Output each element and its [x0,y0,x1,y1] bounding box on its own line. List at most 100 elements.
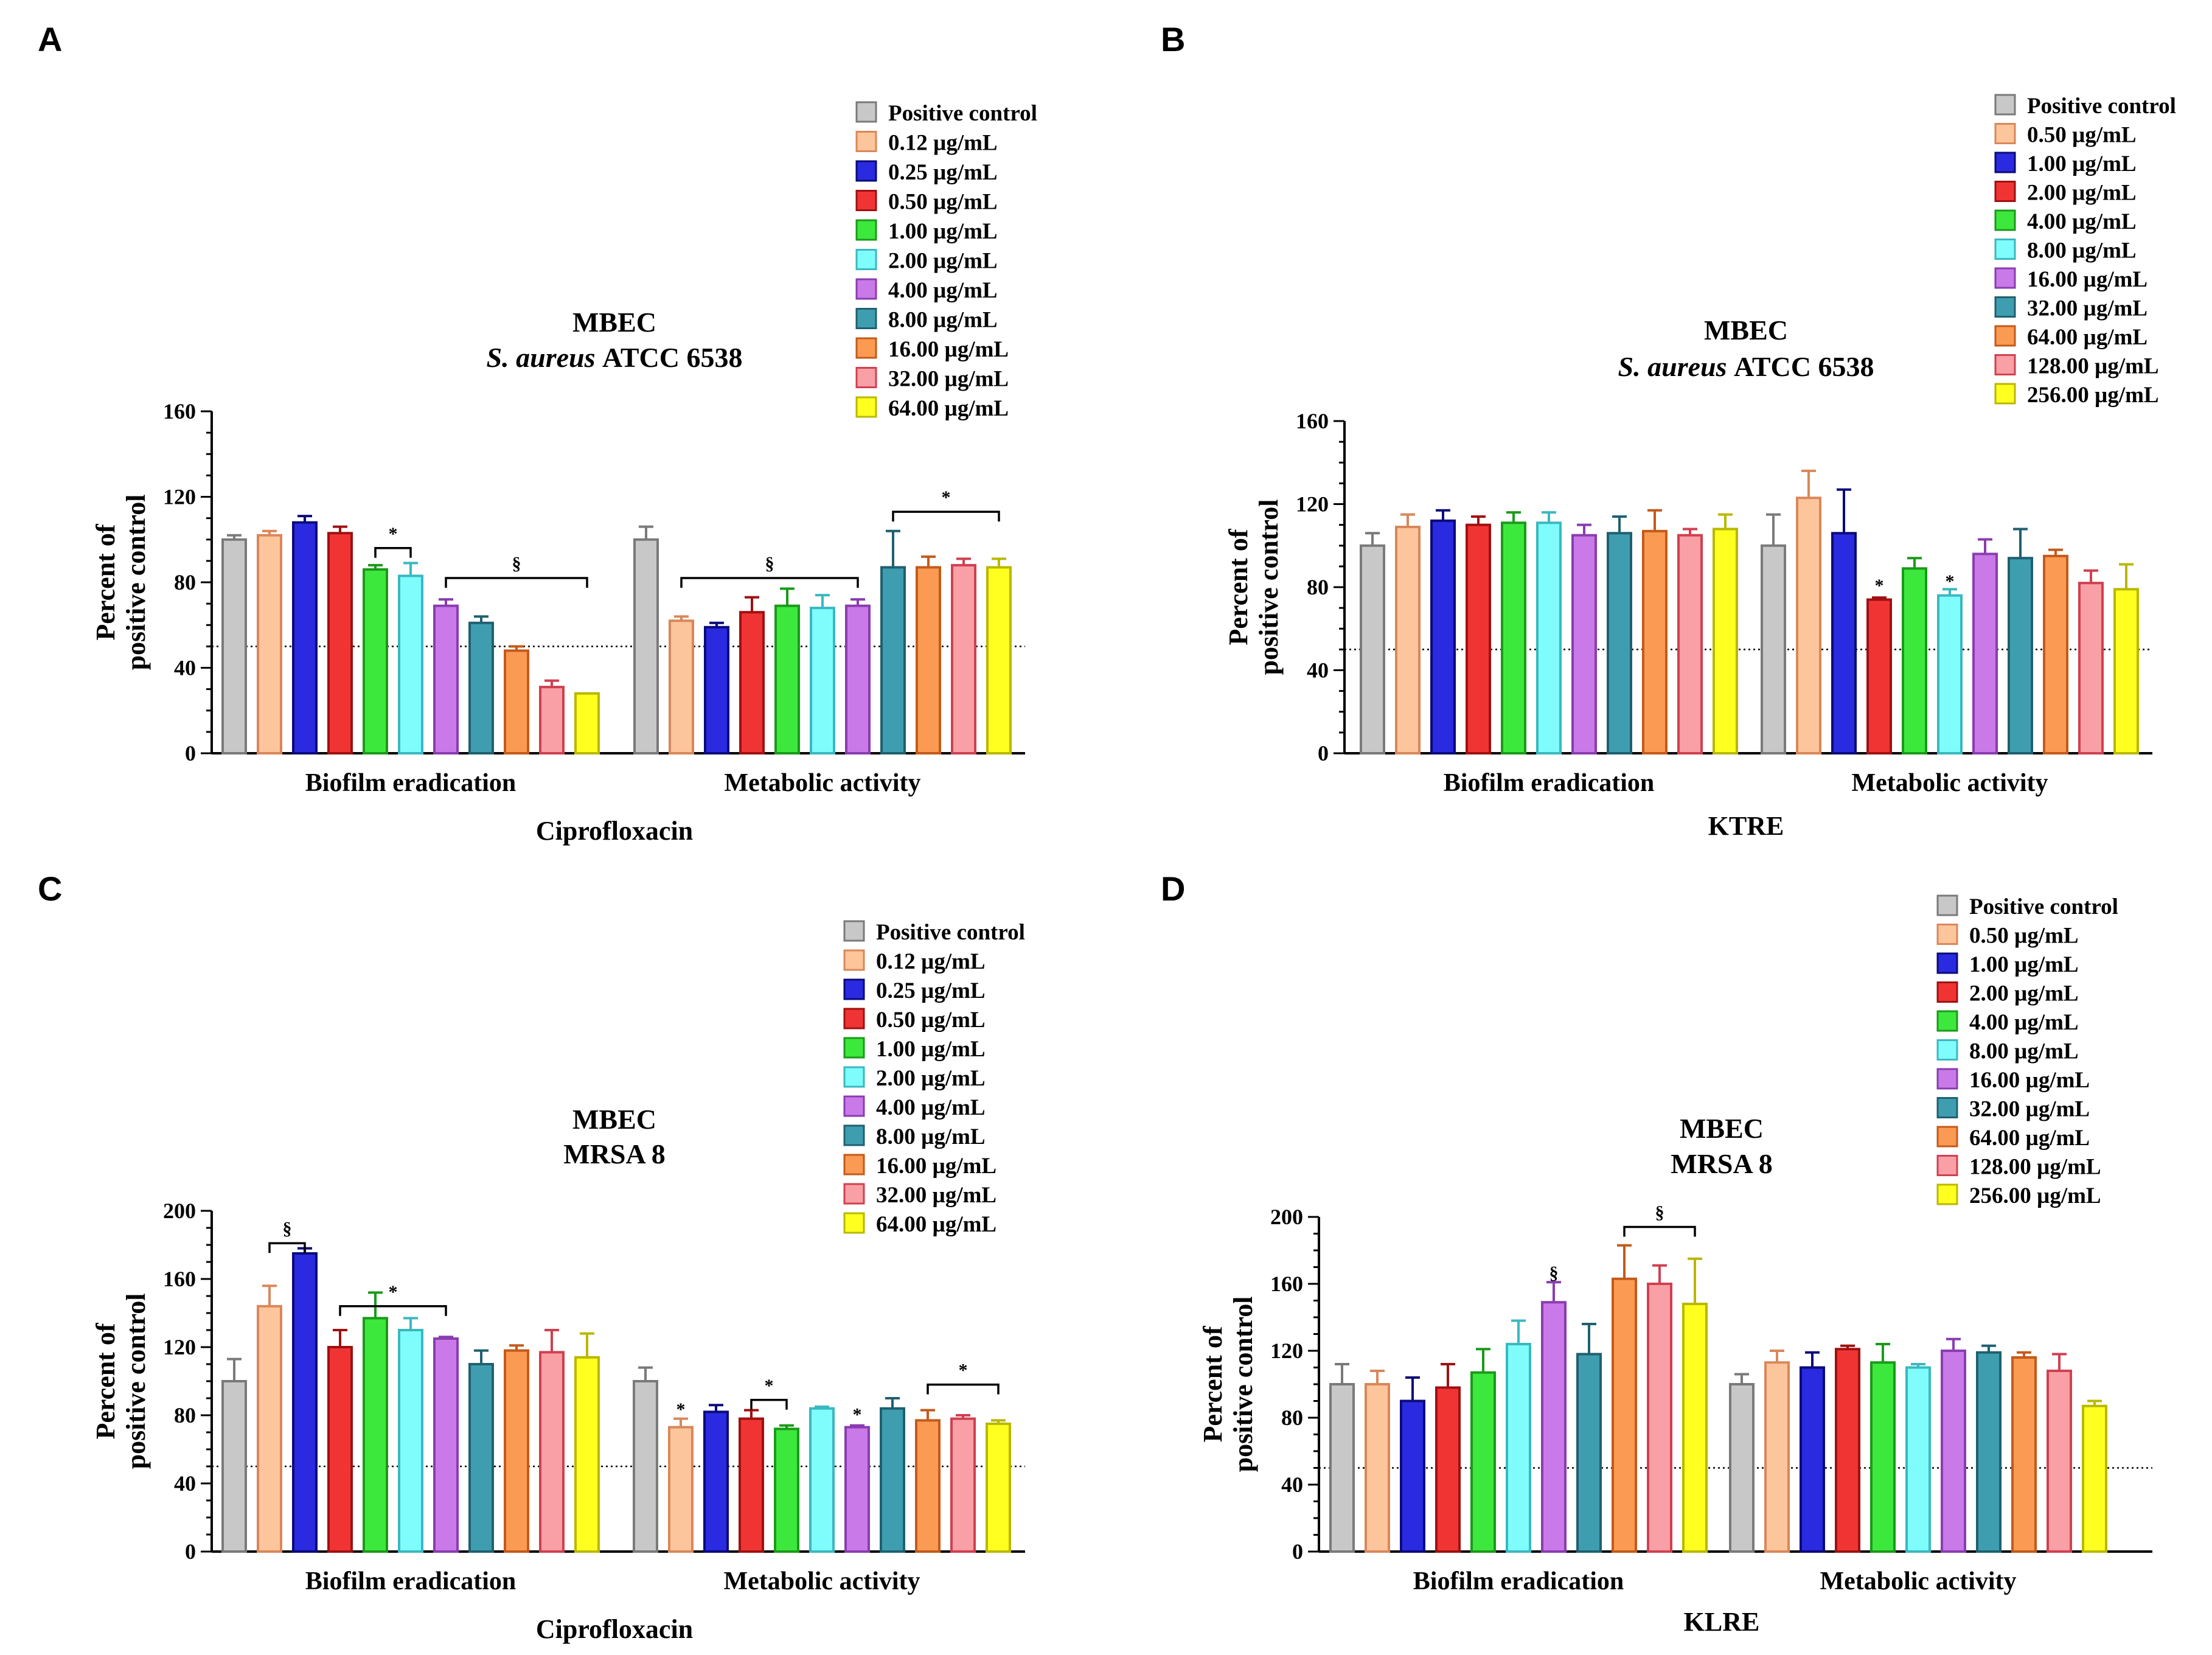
bar-metabolic-7 [880,566,906,754]
y-tick-label: 40 [174,1471,196,1496]
y-axis-label-line1: Percent of [91,523,120,640]
bar-biofilm-0 [221,538,247,754]
significance-marker: * [389,524,398,544]
significance-marker: § [765,554,774,574]
bar-biofilm-4 [363,1317,388,1553]
legend-label: Positive control [2027,94,2176,119]
legend-label: 8.00 µg/mL [876,1124,986,1149]
group-label: Metabolic activity [1851,769,2048,797]
legend-swatch [1936,952,1958,974]
legend-swatch [843,1183,865,1205]
bar-biofilm-9 [539,686,565,755]
legend-swatch [855,219,877,241]
chart-subtitle: MRSA 8 [1671,1148,1772,1179]
bar-biofilm-1 [1365,1383,1390,1553]
y-axis-label-line1: Percent of [1223,528,1253,645]
bar-metabolic-3 [739,611,765,754]
bar-metabolic-3 [1866,598,1892,754]
bar-biofilm-10 [574,692,600,755]
legend-swatch [843,1212,865,1234]
legend-label: 8.00 µg/mL [2027,239,2137,263]
x-axis-label: KLRE [1684,1607,1760,1637]
chart-title: MBEC [1680,1113,1764,1144]
legend-label: 2.00 µg/mL [888,249,998,274]
bar-biofilm-5 [1506,1343,1531,1553]
legend-label: 16.00 µg/mL [888,337,1009,362]
group-label: Biofilm eradication [1444,769,1654,797]
bar-biofilm-1 [257,1305,282,1553]
legend-swatch [1936,894,1958,916]
legend-swatch [855,278,877,300]
chart-title: MBEC [572,307,656,338]
significance-marker: * [959,1361,968,1381]
y-tick-label: 80 [174,1403,196,1427]
panel-b: B MBEC S. aureus ATCC 6538 0 40 80 120 160 Perce… [1161,20,2176,841]
significance-bracket [927,1383,1000,1395]
bar-metabolic-8 [916,566,941,754]
legend-swatch [843,978,865,1000]
legend-swatch [1994,181,2016,202]
legend-swatch [1936,1010,1958,1032]
bar-metabolic-7 [1976,1351,2002,1553]
panel-d: D MBEC MRSA 8 0 40 80 120 160 200 Percent of posit… [1161,869,2152,1637]
legend-label: 32.00 µg/mL [876,1183,996,1208]
bar-metabolic-7 [2008,557,2033,754]
legend-swatch [843,1124,865,1146]
y-tick-label: 200 [1270,1205,1303,1229]
y-tick-label: 120 [1296,492,1329,517]
bar-biofilm-4 [1470,1371,1496,1553]
subtitle-strain: ATCC 6538 [602,342,742,373]
significance-marker: * [1946,571,1955,591]
bar-biofilm-1 [257,534,282,754]
legend-swatch [1936,1097,1958,1118]
bar-biofilm-2 [292,1252,318,1553]
bar-biofilm-7 [468,1363,494,1553]
bar-biofilm-3 [1466,523,1491,754]
chart-subtitle: S. aureus ATCC 6538 [1618,351,1874,382]
bar-biofilm-10 [574,1356,600,1553]
y-tick-label: 200 [163,1199,196,1223]
legend-label: 32.00 µg/mL [2027,296,2148,321]
bar-metabolic-9 [2078,582,2104,754]
legend-label: 0.12 µg/mL [888,131,998,156]
legend-label: 0.25 µg/mL [876,978,986,1003]
legend-label: 256.00 µg/mL [2027,383,2159,408]
y-axis-label-line1: Percent of [1198,1325,1228,1442]
legend-swatch [843,1066,865,1088]
legend-swatch [843,1154,865,1176]
bar-metabolic-0 [1761,544,1786,754]
bar-metabolic-8 [2043,554,2068,754]
legend-label: 64.00 µg/mL [888,396,1009,421]
legend-label: 4.00 µg/mL [888,278,998,303]
legend-swatch [1994,94,2016,116]
legend-swatch [1936,1068,1958,1090]
legend-label: Positive control [888,101,1037,126]
legend-swatch [843,1095,865,1117]
bar-metabolic-0 [633,538,659,754]
y-tick-label: 0 [185,741,196,765]
legend-label: 256.00 µg/mL [1969,1183,2101,1208]
legend-label: 16.00 µg/mL [2027,267,2148,292]
x-axis-label: Ciprofloxacin [536,1614,693,1644]
legend-swatch [1936,981,1958,1003]
legend-label: 128.00 µg/mL [1969,1155,2101,1180]
legend-swatch [855,249,877,270]
bar-metabolic-6 [845,604,871,755]
bar-metabolic-2 [704,625,729,754]
y-tick-label: 160 [1296,409,1329,433]
panel-letter: B [1161,20,1185,58]
legend-swatch [855,396,877,418]
y-axis-label-line2: positive control [121,495,151,671]
bar-biofilm-1 [1395,526,1421,754]
significance-bracket [750,1399,788,1410]
significance-bracket [680,577,859,588]
bar-metabolic-10 [986,566,1012,754]
bar-biofilm-5 [398,574,423,755]
bar-metabolic-7 [880,1407,905,1553]
panel-letter: A [38,20,62,58]
legend-label: 128.00 µg/mL [2027,354,2159,379]
y-tick-label: 40 [1307,658,1329,683]
legend-swatch [1936,1126,1958,1148]
bar-biofilm-8 [504,1349,529,1553]
bar-metabolic-8 [915,1419,941,1553]
